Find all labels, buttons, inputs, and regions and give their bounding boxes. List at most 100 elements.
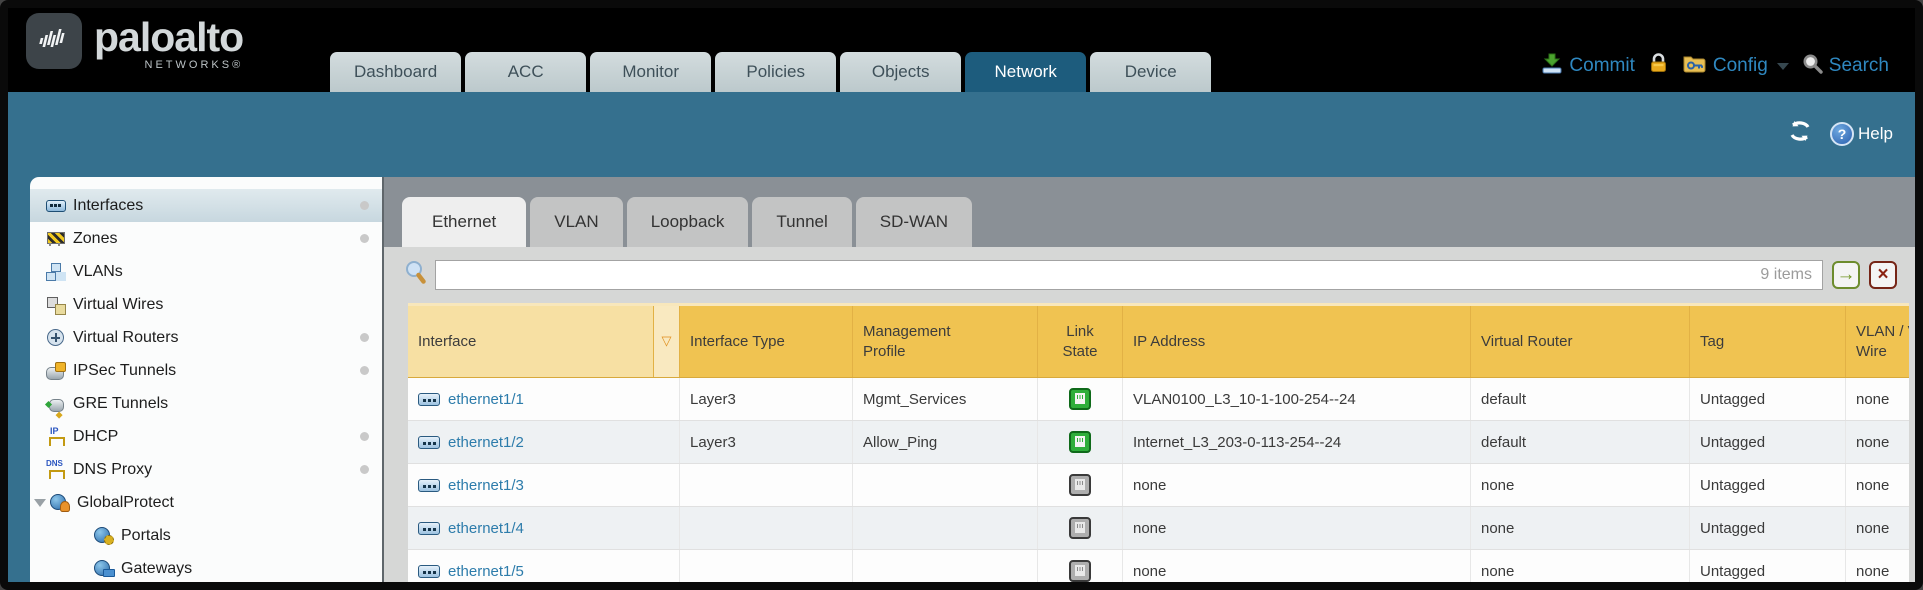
cell-management-profile (853, 464, 1038, 506)
column-label: Interface Type (690, 332, 785, 350)
column-header-interface-type[interactable]: Interface Type (680, 306, 853, 377)
portals-icon (94, 527, 114, 545)
column-header-ip-address[interactable]: IP Address (1123, 306, 1471, 377)
filter-input[interactable] (435, 260, 1823, 290)
cell-virtual-router: default (1471, 421, 1690, 463)
cell-interface-type: Layer3 (680, 378, 853, 420)
help-button[interactable]: ? Help (1830, 121, 1893, 146)
sidebar-item-label: IPSec Tunnels (73, 361, 177, 379)
status-dot (360, 201, 369, 210)
zones-icon (46, 230, 66, 247)
table-row: ethernet1/3 none none Untagged none (408, 464, 1909, 507)
cell-management-profile (853, 507, 1038, 549)
tab-tunnel[interactable]: Tunnel (752, 197, 852, 247)
column-header-link-state[interactable]: Link State (1038, 306, 1123, 377)
ethernet-port-icon (418, 478, 440, 492)
search-label: Search (1828, 55, 1889, 76)
sidebar-item-virtual-wires[interactable]: Virtual Wires (30, 288, 382, 321)
cell-vlan: none (1846, 464, 1909, 506)
subtab-strip: Ethernet VLAN Loopback Tunnel SD-WAN (384, 177, 1915, 247)
tab-policies[interactable]: Policies (715, 52, 837, 92)
tab-monitor[interactable]: Monitor (590, 52, 712, 92)
cell-ip-address: VLAN0100_L3_10-1-100-254--24 (1123, 378, 1471, 420)
tab-vlan[interactable]: VLAN (530, 197, 623, 247)
table-row: ethernet1/1 Layer3 Mgmt_Services VLAN010… (408, 378, 1909, 421)
apply-filter-button[interactable]: → (1832, 261, 1860, 289)
sidebar-item-dhcp[interactable]: DHCP (30, 420, 382, 453)
search-button[interactable]: Search (1802, 53, 1889, 80)
tab-loopback[interactable]: Loopback (626, 197, 749, 247)
interface-link[interactable]: ethernet1/4 (448, 519, 524, 537)
lock-icon[interactable] (1648, 52, 1669, 80)
vlans-icon (46, 263, 66, 281)
sidebar-item-dns-proxy[interactable]: DNS Proxy (30, 453, 382, 486)
main-nav-tabs: Dashboard ACC Monitor Policies Objects N… (330, 52, 1212, 92)
cell-virtual-router: default (1471, 378, 1690, 420)
sidebar-item-vlans[interactable]: VLANs (30, 255, 382, 288)
tab-device[interactable]: Device (1090, 52, 1212, 92)
clear-filter-button[interactable]: × (1869, 261, 1897, 289)
logo-text: paloalto NETWORKS® (94, 13, 244, 71)
interface-link[interactable]: ethernet1/5 (448, 562, 524, 580)
column-header-virtual-router[interactable]: Virtual Router (1471, 306, 1690, 377)
tab-acc[interactable]: ACC (465, 52, 587, 92)
column-header-tag[interactable]: Tag (1690, 306, 1846, 377)
config-icon (1682, 53, 1707, 80)
cell-interface-type (680, 464, 853, 506)
table-row: ethernet1/5 none none Untagged none (408, 550, 1909, 582)
logo-subtitle: NETWORKS® (144, 59, 244, 71)
ethernet-port-icon (418, 564, 440, 578)
interface-link[interactable]: ethernet1/1 (448, 390, 524, 408)
paloalto-logo-icon (26, 13, 82, 69)
link-state-up-icon (1069, 431, 1091, 453)
paloalto-logo: paloalto NETWORKS® (26, 13, 244, 71)
link-state-down-icon (1069, 560, 1091, 582)
refresh-icon[interactable] (1786, 120, 1814, 147)
sidebar: Interfaces Zones VLANs Virtual Wires Vir… (30, 177, 384, 582)
sidebar-item-globalprotect[interactable]: GlobalProtect (30, 486, 382, 519)
tab-sdwan[interactable]: SD-WAN (855, 197, 973, 247)
commit-button[interactable]: Commit (1541, 53, 1635, 80)
link-state-up-icon (1069, 388, 1091, 410)
column-label: Management Profile (863, 323, 951, 360)
sidebar-item-ipsec-tunnels[interactable]: IPSec Tunnels (30, 354, 382, 387)
sidebar-item-interfaces[interactable]: Interfaces (30, 189, 382, 222)
dhcp-icon (46, 426, 66, 446)
interfaces-icon (46, 197, 66, 214)
ipsec-tunnels-icon (46, 362, 66, 380)
main-region: Interfaces Zones VLANs Virtual Wires Vir… (8, 177, 1915, 582)
virtual-routers-icon (46, 329, 66, 346)
sidebar-item-label: GlobalProtect (77, 493, 174, 511)
sidebar-item-label: Virtual Routers (73, 328, 179, 346)
column-header-vlan-virtual-wire[interactable]: VLAN / Virtual Wire (1846, 306, 1909, 377)
column-sort-dropdown[interactable]: ▽ (654, 306, 680, 377)
interface-link[interactable]: ethernet1/3 (448, 476, 524, 494)
column-header-management-profile[interactable]: Management Profile (853, 306, 1038, 377)
commit-icon (1541, 53, 1563, 80)
top-header: paloalto NETWORKS® Dashboard ACC Monitor… (8, 8, 1915, 92)
interface-link[interactable]: ethernet1/2 (448, 433, 524, 451)
globalprotect-icon (50, 494, 70, 512)
sidebar-item-virtual-routers[interactable]: Virtual Routers (30, 321, 382, 354)
cell-interface-type (680, 550, 853, 582)
cell-interface-type (680, 507, 853, 549)
tab-network[interactable]: Network (965, 52, 1087, 92)
column-header-interface[interactable]: Interface (408, 306, 654, 377)
interfaces-table: Interface ▽ Interface Type Management Pr… (408, 303, 1909, 582)
column-label: Tag (1700, 332, 1725, 350)
sidebar-item-zones[interactable]: Zones (30, 222, 382, 255)
chevron-down-icon (1776, 62, 1789, 70)
ethernet-port-icon (418, 521, 440, 535)
tab-ethernet[interactable]: Ethernet (402, 197, 527, 247)
sidebar-item-gre-tunnels[interactable]: GRE Tunnels (30, 387, 382, 420)
sidebar-item-gateways[interactable]: Gateways (30, 552, 382, 582)
sort-caret-icon: ▽ (661, 333, 672, 349)
expand-collapse-icon[interactable] (34, 498, 46, 507)
cell-virtual-router: none (1471, 550, 1690, 582)
tab-objects[interactable]: Objects (840, 52, 962, 92)
sidebar-item-portals[interactable]: Portals (30, 519, 382, 552)
tab-dashboard[interactable]: Dashboard (330, 52, 462, 92)
cell-vlan: none (1846, 421, 1909, 463)
cell-vlan: none (1846, 378, 1909, 420)
config-menu[interactable]: Config (1682, 53, 1789, 80)
